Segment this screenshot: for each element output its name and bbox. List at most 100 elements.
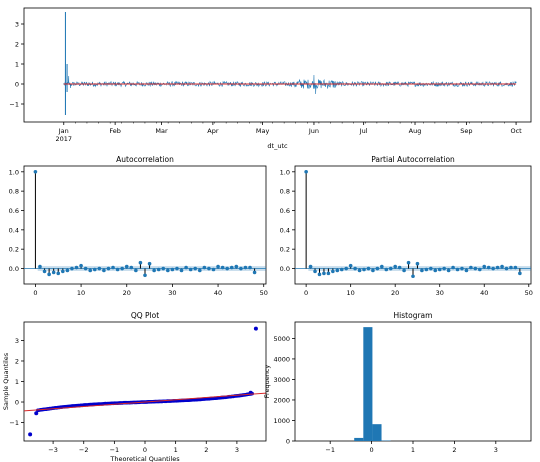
- stem-marker: [353, 266, 357, 271]
- y-tick-label: 3000: [273, 376, 290, 384]
- stem-marker: [362, 267, 366, 272]
- stem-marker: [420, 268, 424, 273]
- stem-marker: [92, 267, 97, 272]
- stem-marker: [248, 265, 252, 270]
- y-axis-label: Frequency: [263, 365, 271, 399]
- stem-marker: [473, 266, 478, 271]
- stem-marker: [106, 266, 111, 271]
- qq-outlier: [34, 411, 39, 416]
- axes-frame: [294, 321, 532, 442]
- stem-marker: [129, 265, 134, 270]
- axes-frame: [23, 7, 532, 123]
- stem-marker: [308, 264, 313, 269]
- stem-marker: [464, 268, 469, 273]
- x-tick-label: 0: [143, 446, 147, 454]
- stem-marker: [111, 265, 115, 270]
- stem-marker: [134, 268, 138, 273]
- stem-marker: [38, 264, 42, 269]
- y-tick-label: 5000: [273, 335, 290, 343]
- stem-marker: [166, 268, 170, 273]
- stem-marker: [97, 266, 102, 271]
- x-tick-label: 40: [214, 289, 222, 297]
- stem-marker: [446, 268, 451, 273]
- stem-marker: [252, 270, 257, 275]
- x-tick-label: Jun: [308, 127, 319, 135]
- stem-marker: [442, 266, 446, 271]
- x-axis-label: dt_utc: [267, 142, 288, 150]
- x-tick-label: 2: [204, 446, 208, 454]
- x-tick-label: Apr: [207, 127, 219, 135]
- stem-marker: [469, 265, 473, 270]
- x-tick-label: 50: [260, 289, 268, 297]
- y-tick-label: 1.0: [9, 168, 19, 176]
- stem-marker: [216, 264, 220, 269]
- x-tick-label: 20: [391, 289, 399, 297]
- x-tick-label: 10: [347, 289, 355, 297]
- y-tick-label: 0: [286, 438, 290, 446]
- y-tick-label: 0.4: [280, 226, 290, 234]
- stem-marker: [415, 261, 420, 266]
- y-tick-label: 0.8: [9, 188, 19, 196]
- stem-marker: [234, 264, 239, 269]
- stem-marker: [239, 266, 243, 271]
- x-tick-label: 50: [525, 289, 533, 297]
- stem-marker: [188, 267, 193, 272]
- histogram-axes: Histogram 0 1000 2000 3000 4000 5000 −1 0 1 2 3 Freq…: [263, 311, 532, 454]
- stem-marker: [455, 267, 460, 272]
- histogram-bar: [372, 424, 382, 441]
- x-tick-label: 20: [123, 289, 131, 297]
- x-tick-label: −1: [325, 446, 335, 454]
- stem-marker: [482, 264, 487, 269]
- x-tick-label: Feb: [109, 127, 121, 135]
- stem-marker: [65, 268, 70, 273]
- stem-marker: [179, 268, 184, 273]
- stem-marker: [339, 267, 344, 272]
- x-tick-label: Jul: [359, 127, 368, 135]
- y-tick-label: 0: [15, 81, 19, 89]
- stem-marker: [102, 268, 106, 273]
- y-tick-label: 1: [15, 61, 19, 69]
- stem-marker: [175, 266, 179, 271]
- stem-marker: [61, 269, 65, 274]
- stem-marker: [375, 266, 380, 271]
- x-tick-label: May: [256, 127, 270, 135]
- stem-marker: [120, 266, 124, 271]
- stem-marker: [79, 263, 83, 268]
- y-tick-label: 1: [15, 378, 19, 386]
- x-tick-label: 3: [235, 446, 239, 454]
- x-tick-label: 0: [370, 446, 374, 454]
- stem-marker: [388, 266, 393, 271]
- x-tick-label: 2: [452, 446, 456, 454]
- y-tick-label: 0.6: [9, 207, 19, 215]
- y-tick-label: 0.8: [280, 188, 290, 196]
- x-tick-label: 1: [174, 446, 178, 454]
- chart-title: Histogram: [394, 311, 433, 320]
- y-tick-label: 0: [15, 399, 19, 407]
- axes-frame: [23, 321, 267, 442]
- x-tick-label: Jan: [58, 127, 69, 135]
- stem-marker: [170, 267, 175, 272]
- stem-marker: [143, 273, 147, 278]
- y-tick-label: 0.0: [280, 265, 290, 273]
- y-tick-label: 2: [15, 41, 19, 49]
- stem-marker: [243, 265, 248, 270]
- stem-marker: [229, 265, 234, 270]
- chart-title: Partial Autocorrelation: [371, 155, 455, 164]
- x-tick-label: 30: [436, 289, 444, 297]
- stem-marker: [424, 267, 429, 272]
- y-tick-label: 0.4: [9, 226, 19, 234]
- histogram-bar: [363, 327, 373, 441]
- x-tick-label: 0: [304, 289, 308, 297]
- stem-marker: [500, 264, 504, 269]
- stem-marker: [384, 267, 389, 272]
- stem-marker: [74, 265, 79, 270]
- stem-marker: [147, 261, 152, 266]
- x-tick-label: 1: [411, 446, 415, 454]
- stem-marker: [437, 267, 442, 272]
- stem-marker: [115, 267, 120, 272]
- stem-marker: [156, 267, 161, 272]
- stem-marker: [313, 269, 317, 274]
- stem-marker: [47, 272, 51, 277]
